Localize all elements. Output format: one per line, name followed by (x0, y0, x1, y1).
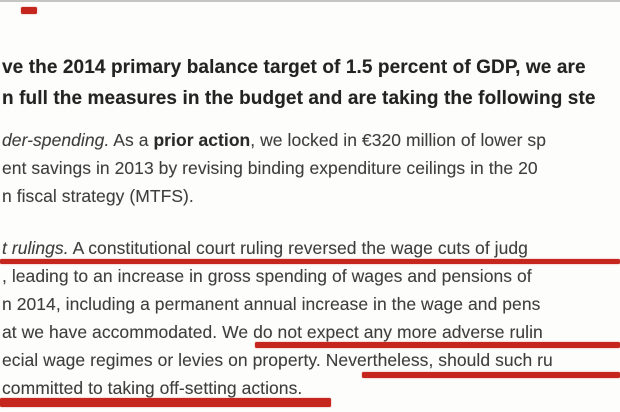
red-pen-dash (21, 7, 37, 14)
red-underline-court-ruling-icon (0, 259, 620, 264)
text-line: ent savings in 2013 by revising binding … (2, 158, 538, 178)
text-line: n fiscal strategy (MTFS). (2, 186, 194, 206)
red-underline-offsetting-icon (0, 398, 331, 407)
text-line: ecial wage regimes or levies on property… (2, 350, 553, 370)
red-underline-nevertheless-icon (362, 372, 620, 378)
text-line: at we have accommodated. We do not expec… (2, 322, 543, 342)
text-line: ve the 2014 primary balance target of 1.… (2, 57, 586, 78)
text-line: committed to taking off-setting actions. (2, 378, 303, 398)
text-line: n 2014, including a permanent annual inc… (2, 294, 541, 314)
text-line: t rulings. A constitutional court ruling… (2, 238, 528, 258)
text-line: n full the measures in the budget and ar… (2, 87, 596, 109)
text-line: , leading to an increase in gross spendi… (2, 266, 532, 286)
red-underline-adverse-rulings-icon (255, 342, 620, 348)
text-line: der-spending. As a prior action, we lock… (2, 130, 547, 150)
